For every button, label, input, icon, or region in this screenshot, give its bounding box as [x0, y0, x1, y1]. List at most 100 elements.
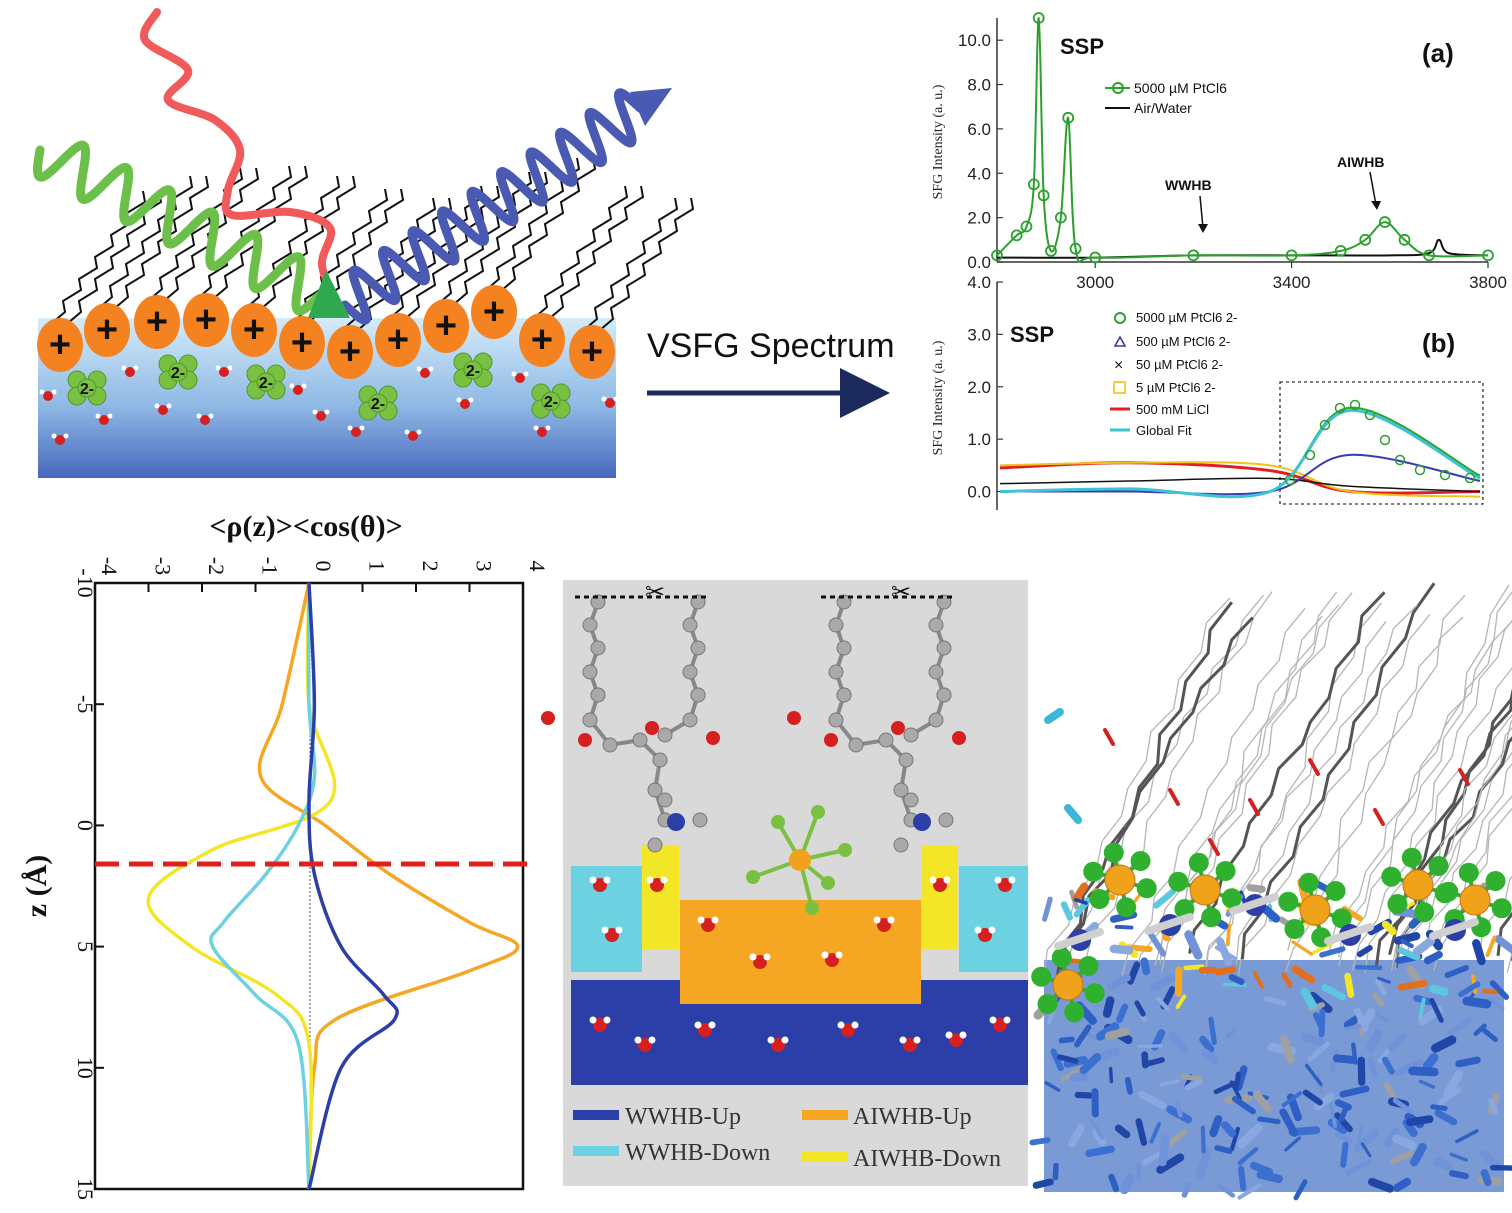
- carbon-atom: [828, 712, 844, 728]
- water-hydrogen: [988, 926, 996, 934]
- carbon-atom: [632, 732, 648, 748]
- md-water-stick: [1302, 1089, 1323, 1106]
- md-water-stick: [1393, 1177, 1412, 1192]
- headgroup: [279, 316, 325, 370]
- carbon-atom: [682, 617, 698, 633]
- md-water-stick: [1400, 938, 1414, 949]
- md-water-stick: [1079, 1053, 1102, 1075]
- md-water-stick: [1135, 1118, 1148, 1146]
- series-5000um: [999, 406, 1481, 498]
- carbon-atom: [647, 782, 663, 798]
- charge-label: +: [49, 324, 71, 366]
- water-oxygen: [408, 431, 418, 441]
- panel-b-ylabel: SFG Intensity (a. u.): [931, 340, 946, 455]
- md-platinum: [1104, 864, 1136, 896]
- md-water-stick: [1073, 897, 1088, 905]
- headgroup: [37, 318, 83, 372]
- md-water-stick: [1252, 1090, 1272, 1113]
- a-marker: [1032, 12, 1045, 24]
- md-chlorine: [1103, 842, 1124, 863]
- d-xtick-label: 0: [311, 561, 336, 572]
- a-ytick-label: 4.0: [967, 164, 991, 183]
- md-water-stick: [1145, 1057, 1165, 1067]
- a-marker: [1062, 111, 1075, 124]
- md-water-stick: [1300, 987, 1318, 1010]
- carbon-atom: [848, 737, 864, 753]
- d-ytick-label: -5: [73, 695, 98, 713]
- headgroup: [84, 303, 130, 357]
- b-marker: [1334, 402, 1346, 414]
- water-hydrogen: [603, 876, 611, 884]
- headgroup: [519, 313, 565, 367]
- methyl-atom: [938, 812, 954, 828]
- water-hydrogen: [708, 1021, 716, 1029]
- md-water-stick: [1140, 957, 1151, 976]
- b-marker: [1319, 419, 1331, 431]
- water-oxygen: [55, 435, 65, 445]
- ion-charge: 2-: [171, 365, 185, 382]
- md-water-stick: [1356, 944, 1373, 958]
- water-hydrogen: [51, 433, 57, 439]
- methyl-atom: [692, 812, 708, 828]
- a-xtick-label: 3800: [1469, 273, 1507, 292]
- md-chlorine: [1064, 1002, 1085, 1023]
- md-methyl: [1429, 918, 1479, 940]
- md-water-stick: [1114, 1124, 1131, 1139]
- aiwhb-up-layer: [680, 900, 921, 1004]
- water-hydrogen: [39, 389, 45, 395]
- md-water-stick: [1300, 1032, 1325, 1046]
- md-platinum: [1402, 869, 1434, 901]
- panel-b-polarization: SSP: [1010, 322, 1054, 347]
- carbon-atom: [582, 617, 598, 633]
- md-water-stick: [1261, 905, 1281, 923]
- md-water-stick: [1339, 1085, 1370, 1098]
- md-water-stick: [1291, 940, 1314, 956]
- md-water-stick: [1092, 1128, 1107, 1147]
- water-oxygen: [638, 1038, 652, 1052]
- water-hydrogen: [945, 1031, 953, 1039]
- water-oxygen: [460, 399, 470, 409]
- vsfg-arrow-group: VSFG Spectrum: [647, 327, 895, 418]
- ion-atom: [256, 372, 276, 392]
- water-hydrogen: [646, 876, 654, 884]
- water-oxygen: [841, 1023, 855, 1037]
- water-hydrogen: [615, 926, 623, 934]
- legend-a-air: Air/Water: [1134, 100, 1192, 116]
- b-ytick-label: 3.0: [967, 325, 991, 344]
- md-water-stick: [1381, 920, 1397, 936]
- md-water-stick: [1485, 935, 1497, 958]
- b-marker: [1439, 469, 1451, 481]
- md-chlorine: [1083, 861, 1104, 882]
- md-water-stick: [1318, 1008, 1326, 1038]
- md-chlorine: [1485, 870, 1506, 891]
- md-water-stick: [1214, 945, 1238, 961]
- panel-a-polarization: SSP: [1060, 34, 1104, 59]
- md-water-stick: [1455, 1056, 1481, 1068]
- legend-b-licl: 500 mM LiCl: [1136, 402, 1209, 417]
- b-ytick-label: 1.0: [967, 430, 991, 449]
- md-chlorine: [1284, 919, 1305, 940]
- charge-label: +: [96, 309, 118, 351]
- water-oxygen: [825, 953, 839, 967]
- water-hydrogen: [416, 429, 422, 435]
- md-water-stick: [1304, 1063, 1323, 1087]
- water-hydrogen: [95, 413, 101, 419]
- water-hydrogen: [166, 403, 172, 409]
- md-water-stick: [1181, 1181, 1192, 1198]
- md-water-stick: [1052, 1162, 1059, 1181]
- a-marker: [1187, 249, 1200, 262]
- charge-label: +: [435, 305, 457, 347]
- headgroup: [183, 293, 229, 347]
- md-chlorine: [1381, 866, 1402, 887]
- curve-wwhb-down: [209, 582, 317, 1190]
- water-hydrogen: [545, 425, 551, 431]
- md-water-stick: [1422, 1053, 1439, 1071]
- headgroup: [375, 313, 421, 367]
- a-marker: [1054, 211, 1067, 224]
- md-water-stick: [1408, 1066, 1439, 1077]
- md-water-stick: [1458, 981, 1481, 998]
- charge-label: +: [531, 319, 553, 361]
- md-water-stick: [1085, 1145, 1115, 1158]
- md-water-stick: [1200, 1125, 1206, 1154]
- md-water-stick: [1494, 935, 1512, 955]
